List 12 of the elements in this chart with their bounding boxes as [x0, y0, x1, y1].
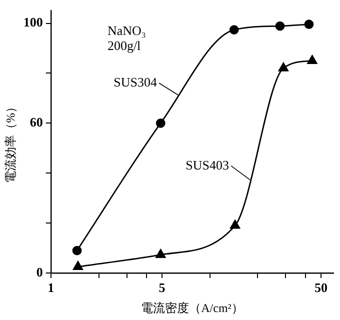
x-axis-title: 電流密度（A/cm²）	[141, 300, 244, 315]
legend-label: SUS304	[114, 74, 158, 90]
annotation: NaNO₃	[107, 23, 146, 38]
legend-label: SUS403	[186, 157, 230, 172]
x-tick-label: 1	[48, 280, 54, 296]
annotation: 200g/l	[107, 38, 142, 54]
y-axis-title: 電流効率（%）	[3, 100, 18, 183]
y-tick-label: 100	[23, 14, 43, 30]
x-tick-label: 50	[314, 280, 328, 296]
y-tick-label: 0	[36, 264, 43, 280]
y-tick-label: 60	[30, 114, 43, 130]
x-tick-label: 5	[158, 280, 166, 296]
